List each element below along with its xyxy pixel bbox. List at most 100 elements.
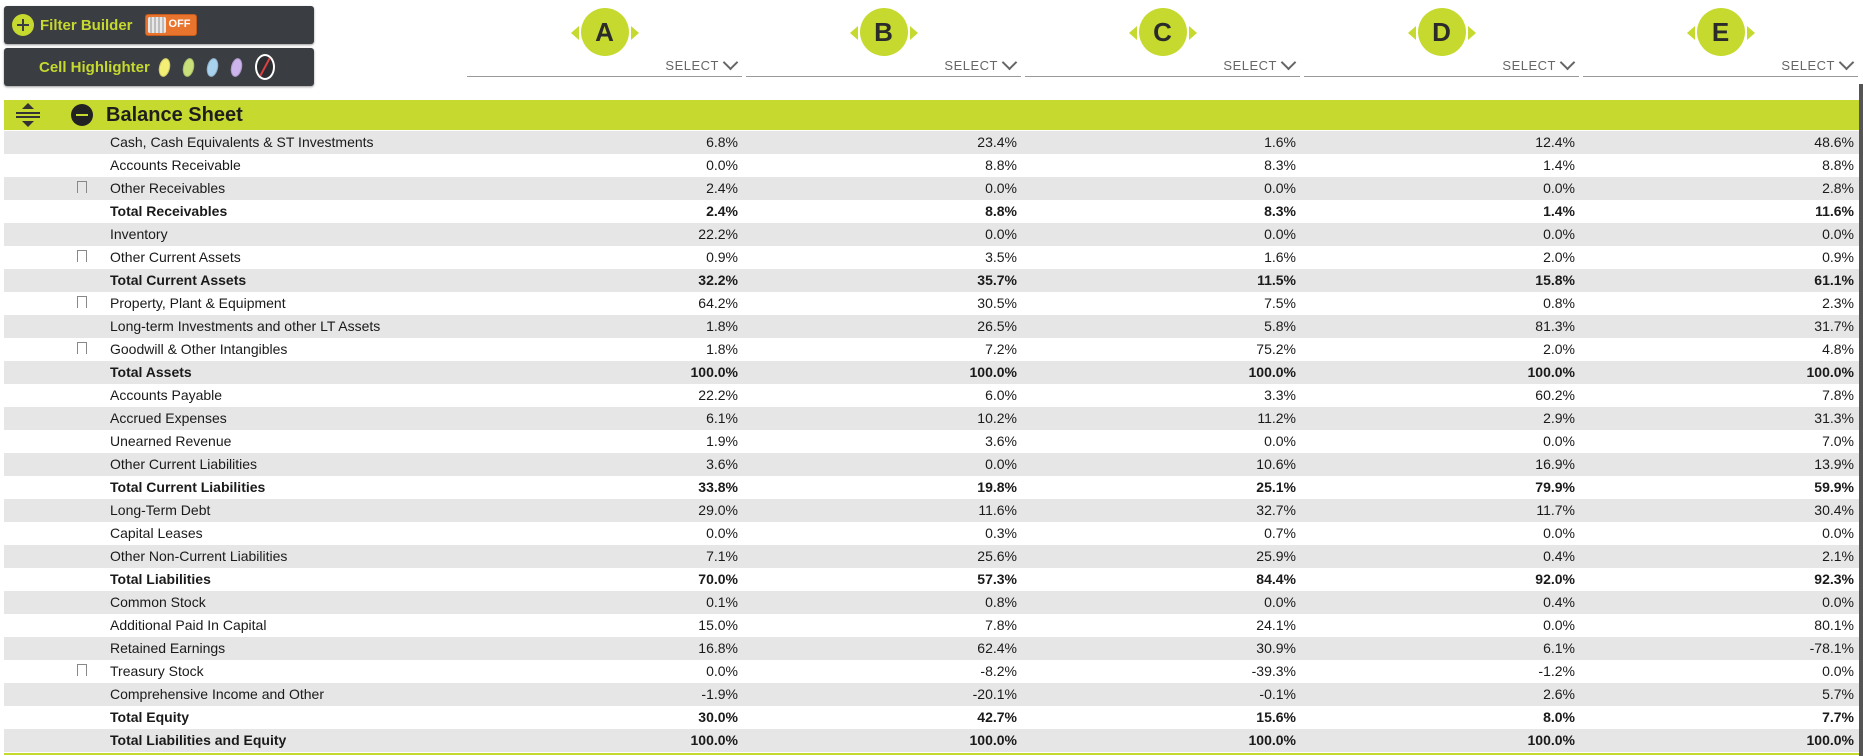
table-cell[interactable]: 31.3%	[1814, 410, 1854, 426]
table-cell[interactable]: 33.8%	[698, 479, 738, 495]
vertical-scrollbar[interactable]	[1859, 84, 1863, 756]
table-cell[interactable]: 26.5%	[977, 318, 1017, 334]
table-cell[interactable]: 10.2%	[977, 410, 1017, 426]
table-cell[interactable]: 100.0%	[969, 732, 1017, 748]
column-letter-badge[interactable]: A	[570, 8, 639, 56]
table-cell[interactable]: 100.0%	[690, 364, 738, 380]
table-cell[interactable]: -1.9%	[701, 686, 738, 702]
table-cell[interactable]: 42.7%	[977, 709, 1017, 725]
table-cell[interactable]: 0.0%	[1264, 180, 1296, 196]
table-cell[interactable]: 6.0%	[985, 387, 1017, 403]
table-cell[interactable]: 25.1%	[1256, 479, 1296, 495]
table-cell[interactable]: 30.4%	[1814, 502, 1854, 518]
column-select-dropdown[interactable]: SELECT	[944, 54, 1018, 73]
table-cell[interactable]: 100.0%	[1527, 732, 1575, 748]
table-cell[interactable]: 23.4%	[977, 134, 1017, 150]
move-left-arrow-icon[interactable]	[1407, 26, 1416, 40]
expand-collapse-rows-icon[interactable]	[16, 103, 40, 127]
table-cell[interactable]: 0.7%	[1264, 525, 1296, 541]
column-letter-badge[interactable]: E	[1686, 8, 1755, 56]
table-cell[interactable]: 3.6%	[706, 456, 738, 472]
table-cell[interactable]: 0.0%	[1543, 617, 1575, 633]
table-cell[interactable]: 1.6%	[1264, 134, 1296, 150]
table-cell[interactable]: 30.0%	[698, 709, 738, 725]
table-cell[interactable]: 100.0%	[969, 364, 1017, 380]
table-cell[interactable]: 1.8%	[706, 341, 738, 357]
table-cell[interactable]: 79.9%	[1535, 479, 1575, 495]
filter-builder-toggle[interactable]: OFF	[144, 14, 197, 36]
table-cell[interactable]: 0.0%	[1543, 226, 1575, 242]
table-cell[interactable]: 0.0%	[1822, 525, 1854, 541]
table-cell[interactable]: 5.8%	[1264, 318, 1296, 334]
table-cell[interactable]: 3.6%	[985, 433, 1017, 449]
bookmark-icon[interactable]	[77, 296, 87, 312]
table-cell[interactable]: 3.3%	[1264, 387, 1296, 403]
highlighter-color-dot[interactable]	[228, 56, 244, 78]
table-cell[interactable]: -78.1%	[1809, 640, 1854, 656]
table-cell[interactable]: 0.0%	[985, 180, 1017, 196]
column-select-dropdown[interactable]: SELECT	[1781, 54, 1855, 73]
table-cell[interactable]: 100.0%	[1527, 364, 1575, 380]
table-cell[interactable]: 0.0%	[1264, 433, 1296, 449]
table-cell[interactable]: 6.1%	[706, 410, 738, 426]
move-left-arrow-icon[interactable]	[570, 26, 579, 40]
table-cell[interactable]: 100.0%	[1806, 364, 1854, 380]
column-letter-badge[interactable]: C	[1128, 8, 1197, 56]
table-cell[interactable]: 4.8%	[1822, 341, 1854, 357]
table-cell[interactable]: 100.0%	[690, 732, 738, 748]
table-cell[interactable]: 0.3%	[985, 525, 1017, 541]
table-cell[interactable]: 2.8%	[1822, 180, 1854, 196]
table-cell[interactable]: 22.2%	[698, 226, 738, 242]
table-cell[interactable]: 57.3%	[977, 571, 1017, 587]
table-cell[interactable]: 64.2%	[698, 295, 738, 311]
table-cell[interactable]: 2.0%	[1543, 341, 1575, 357]
table-cell[interactable]: -1.2%	[1538, 663, 1575, 679]
table-cell[interactable]: 0.0%	[1264, 226, 1296, 242]
table-cell[interactable]: 2.9%	[1543, 410, 1575, 426]
table-cell[interactable]: 8.8%	[985, 203, 1017, 219]
table-cell[interactable]: 8.8%	[1822, 157, 1854, 173]
table-cell[interactable]: 15.0%	[698, 617, 738, 633]
bookmark-icon[interactable]	[77, 250, 87, 266]
table-cell[interactable]: 31.7%	[1814, 318, 1854, 334]
column-letter-badge[interactable]: B	[849, 8, 918, 56]
table-cell[interactable]: 0.0%	[1543, 180, 1575, 196]
table-cell[interactable]: 0.8%	[1543, 295, 1575, 311]
table-cell[interactable]: 6.8%	[706, 134, 738, 150]
table-cell[interactable]: 0.0%	[1822, 663, 1854, 679]
table-cell[interactable]: 92.0%	[1535, 571, 1575, 587]
table-cell[interactable]: 0.0%	[1543, 525, 1575, 541]
table-cell[interactable]: 0.4%	[1543, 594, 1575, 610]
table-cell[interactable]: 1.8%	[706, 318, 738, 334]
highlighter-color-dot[interactable]	[156, 56, 172, 78]
highlighter-color-dot[interactable]	[180, 56, 196, 78]
table-cell[interactable]: 7.2%	[985, 341, 1017, 357]
move-right-arrow-icon[interactable]	[1188, 26, 1197, 40]
table-cell[interactable]: 75.2%	[1256, 341, 1296, 357]
table-cell[interactable]: 3.5%	[985, 249, 1017, 265]
table-cell[interactable]: 8.8%	[985, 157, 1017, 173]
table-cell[interactable]: 11.7%	[1536, 502, 1575, 518]
highlighter-color-dot[interactable]	[204, 56, 220, 78]
move-left-arrow-icon[interactable]	[1686, 26, 1695, 40]
move-left-arrow-icon[interactable]	[1128, 26, 1137, 40]
table-cell[interactable]: 19.8%	[977, 479, 1017, 495]
table-cell[interactable]: 8.0%	[1543, 709, 1575, 725]
column-letter-badge[interactable]: D	[1407, 8, 1476, 56]
table-cell[interactable]: 15.8%	[1535, 272, 1575, 288]
table-cell[interactable]: 0.9%	[706, 249, 738, 265]
move-left-arrow-icon[interactable]	[849, 26, 858, 40]
table-cell[interactable]: 6.1%	[1543, 640, 1575, 656]
table-cell[interactable]: 32.2%	[698, 272, 738, 288]
table-cell[interactable]: 30.9%	[1256, 640, 1296, 656]
table-cell[interactable]: 7.0%	[1822, 433, 1854, 449]
table-cell[interactable]: 32.7%	[1256, 502, 1296, 518]
add-filter-icon[interactable]	[12, 14, 34, 36]
table-cell[interactable]: -0.1%	[1259, 686, 1296, 702]
table-cell[interactable]: -20.1%	[972, 686, 1017, 702]
table-cell[interactable]: 0.0%	[1822, 226, 1854, 242]
table-cell[interactable]: 0.0%	[706, 157, 738, 173]
table-cell[interactable]: 25.9%	[1256, 548, 1296, 564]
move-right-arrow-icon[interactable]	[909, 26, 918, 40]
table-cell[interactable]: 24.1%	[1256, 617, 1296, 633]
